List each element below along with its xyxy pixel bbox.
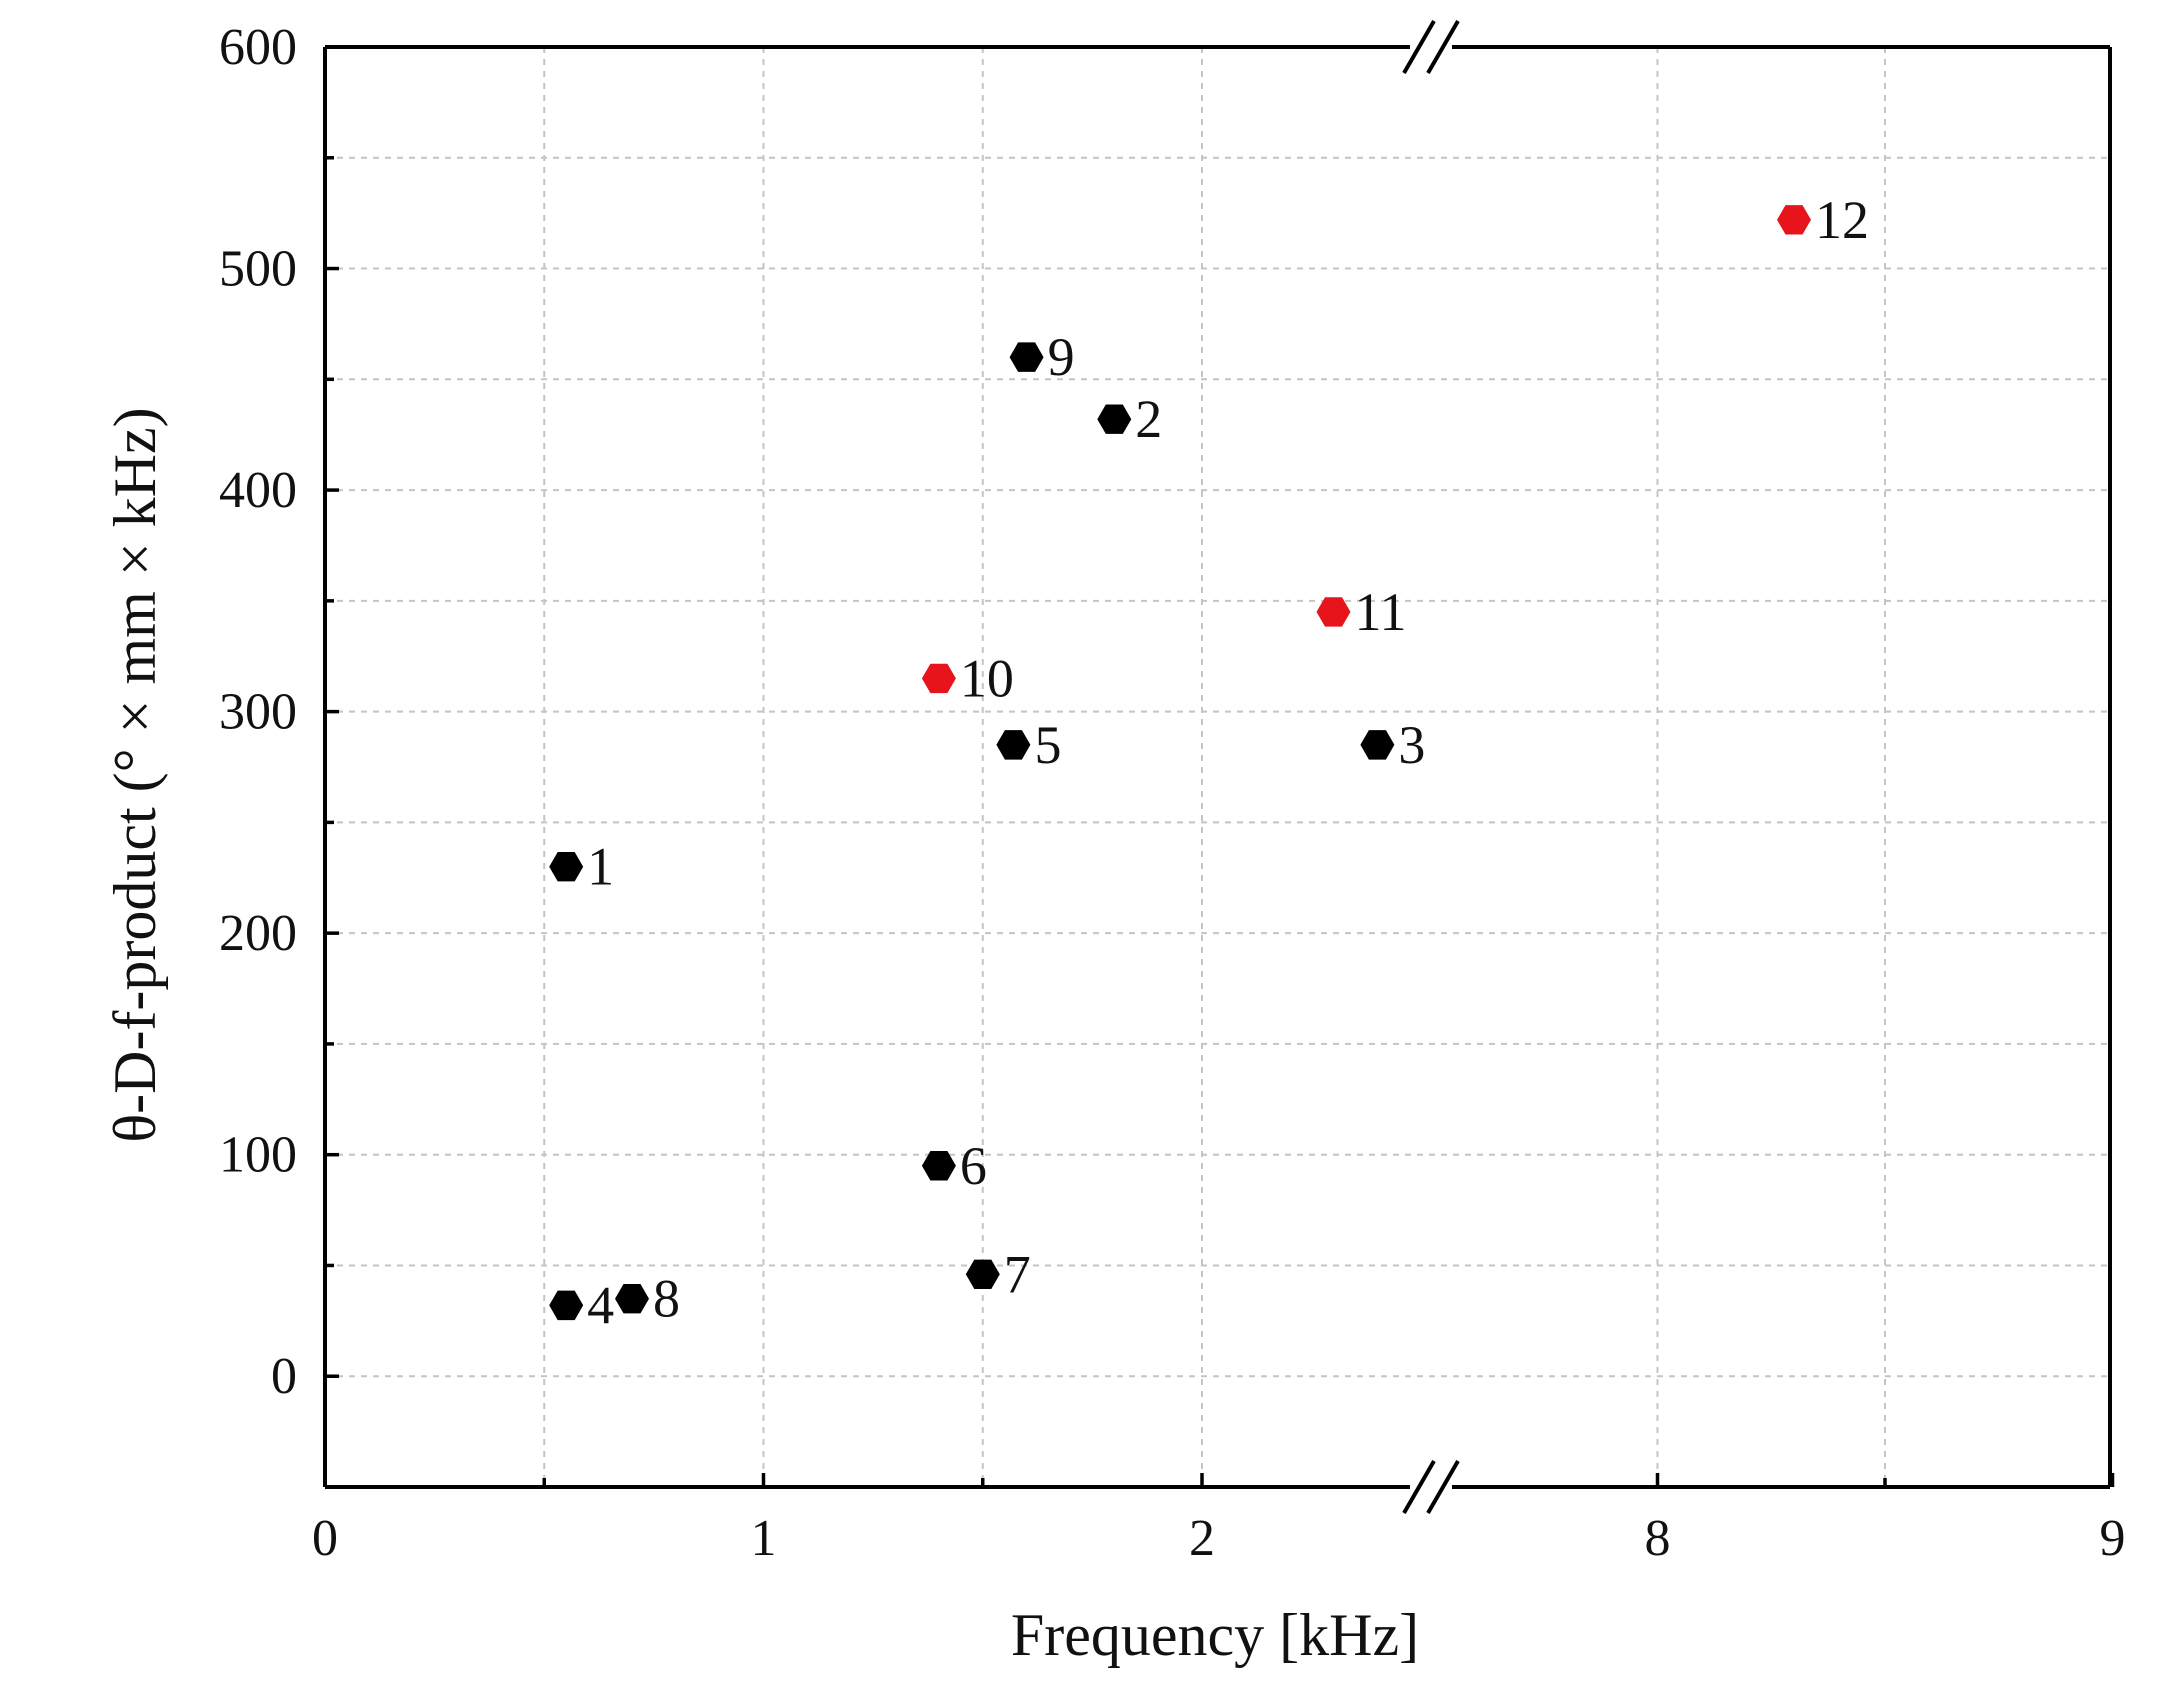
axes-frame	[323, 20, 2112, 1514]
point-marker-2	[1097, 404, 1132, 434]
top-axis-break-mark	[1426, 20, 1460, 74]
point-marker-5	[996, 730, 1031, 760]
x-tick-label: 1	[751, 1510, 777, 1567]
point-label-5: 5	[1034, 715, 1061, 775]
x-tick-label: 9	[2100, 1510, 2126, 1567]
point-label-6: 6	[960, 1136, 987, 1196]
y-axis-title: θ-D-f-product (° × mm × kHz)	[102, 407, 168, 1142]
point-label-4: 4	[587, 1275, 614, 1335]
y-tick-label: 300	[219, 684, 297, 741]
point-label-7: 7	[1004, 1244, 1031, 1304]
point-label-12: 12	[1815, 190, 1869, 250]
bottom-axis-break-mark	[1402, 1460, 1436, 1514]
bottom-axis-break-mark	[1426, 1460, 1460, 1514]
point-marker-10	[921, 663, 956, 694]
point-label-11: 11	[1355, 582, 1407, 642]
grid-lines	[325, 47, 2110, 1487]
point-label-1: 1	[587, 837, 614, 897]
axis-ticks	[325, 45, 2115, 1487]
point-marker-9	[1009, 342, 1044, 372]
x-tick-label: 8	[1645, 1510, 1671, 1567]
x-axis-title: Frequency [kHz]	[1011, 1602, 1419, 1668]
point-marker-12	[1777, 205, 1811, 235]
y-tick-label: 500	[219, 241, 297, 298]
point-label-2: 2	[1135, 389, 1162, 449]
point-label-10: 10	[960, 648, 1014, 708]
x-tick-label: 2	[1189, 1510, 1215, 1567]
point-label-9: 9	[1048, 327, 1075, 387]
y-tick-label: 600	[219, 19, 297, 76]
point-marker-8	[615, 1284, 649, 1314]
point-label-8: 8	[653, 1269, 680, 1329]
point-marker-11	[1316, 597, 1351, 627]
y-tick-label: 0	[271, 1348, 297, 1405]
x-tick-label: 0	[312, 1510, 338, 1567]
point-marker-7	[965, 1259, 1000, 1289]
top-axis-break-mark	[1402, 20, 1436, 74]
y-tick-label: 400	[219, 462, 297, 519]
y-tick-label: 200	[219, 905, 297, 962]
point-label-3: 3	[1398, 715, 1425, 775]
y-tick-label: 100	[219, 1127, 297, 1184]
point-marker-3	[1360, 730, 1395, 760]
point-marker-6	[921, 1151, 956, 1181]
point-marker-4	[549, 1290, 584, 1321]
point-marker-1	[549, 852, 584, 882]
